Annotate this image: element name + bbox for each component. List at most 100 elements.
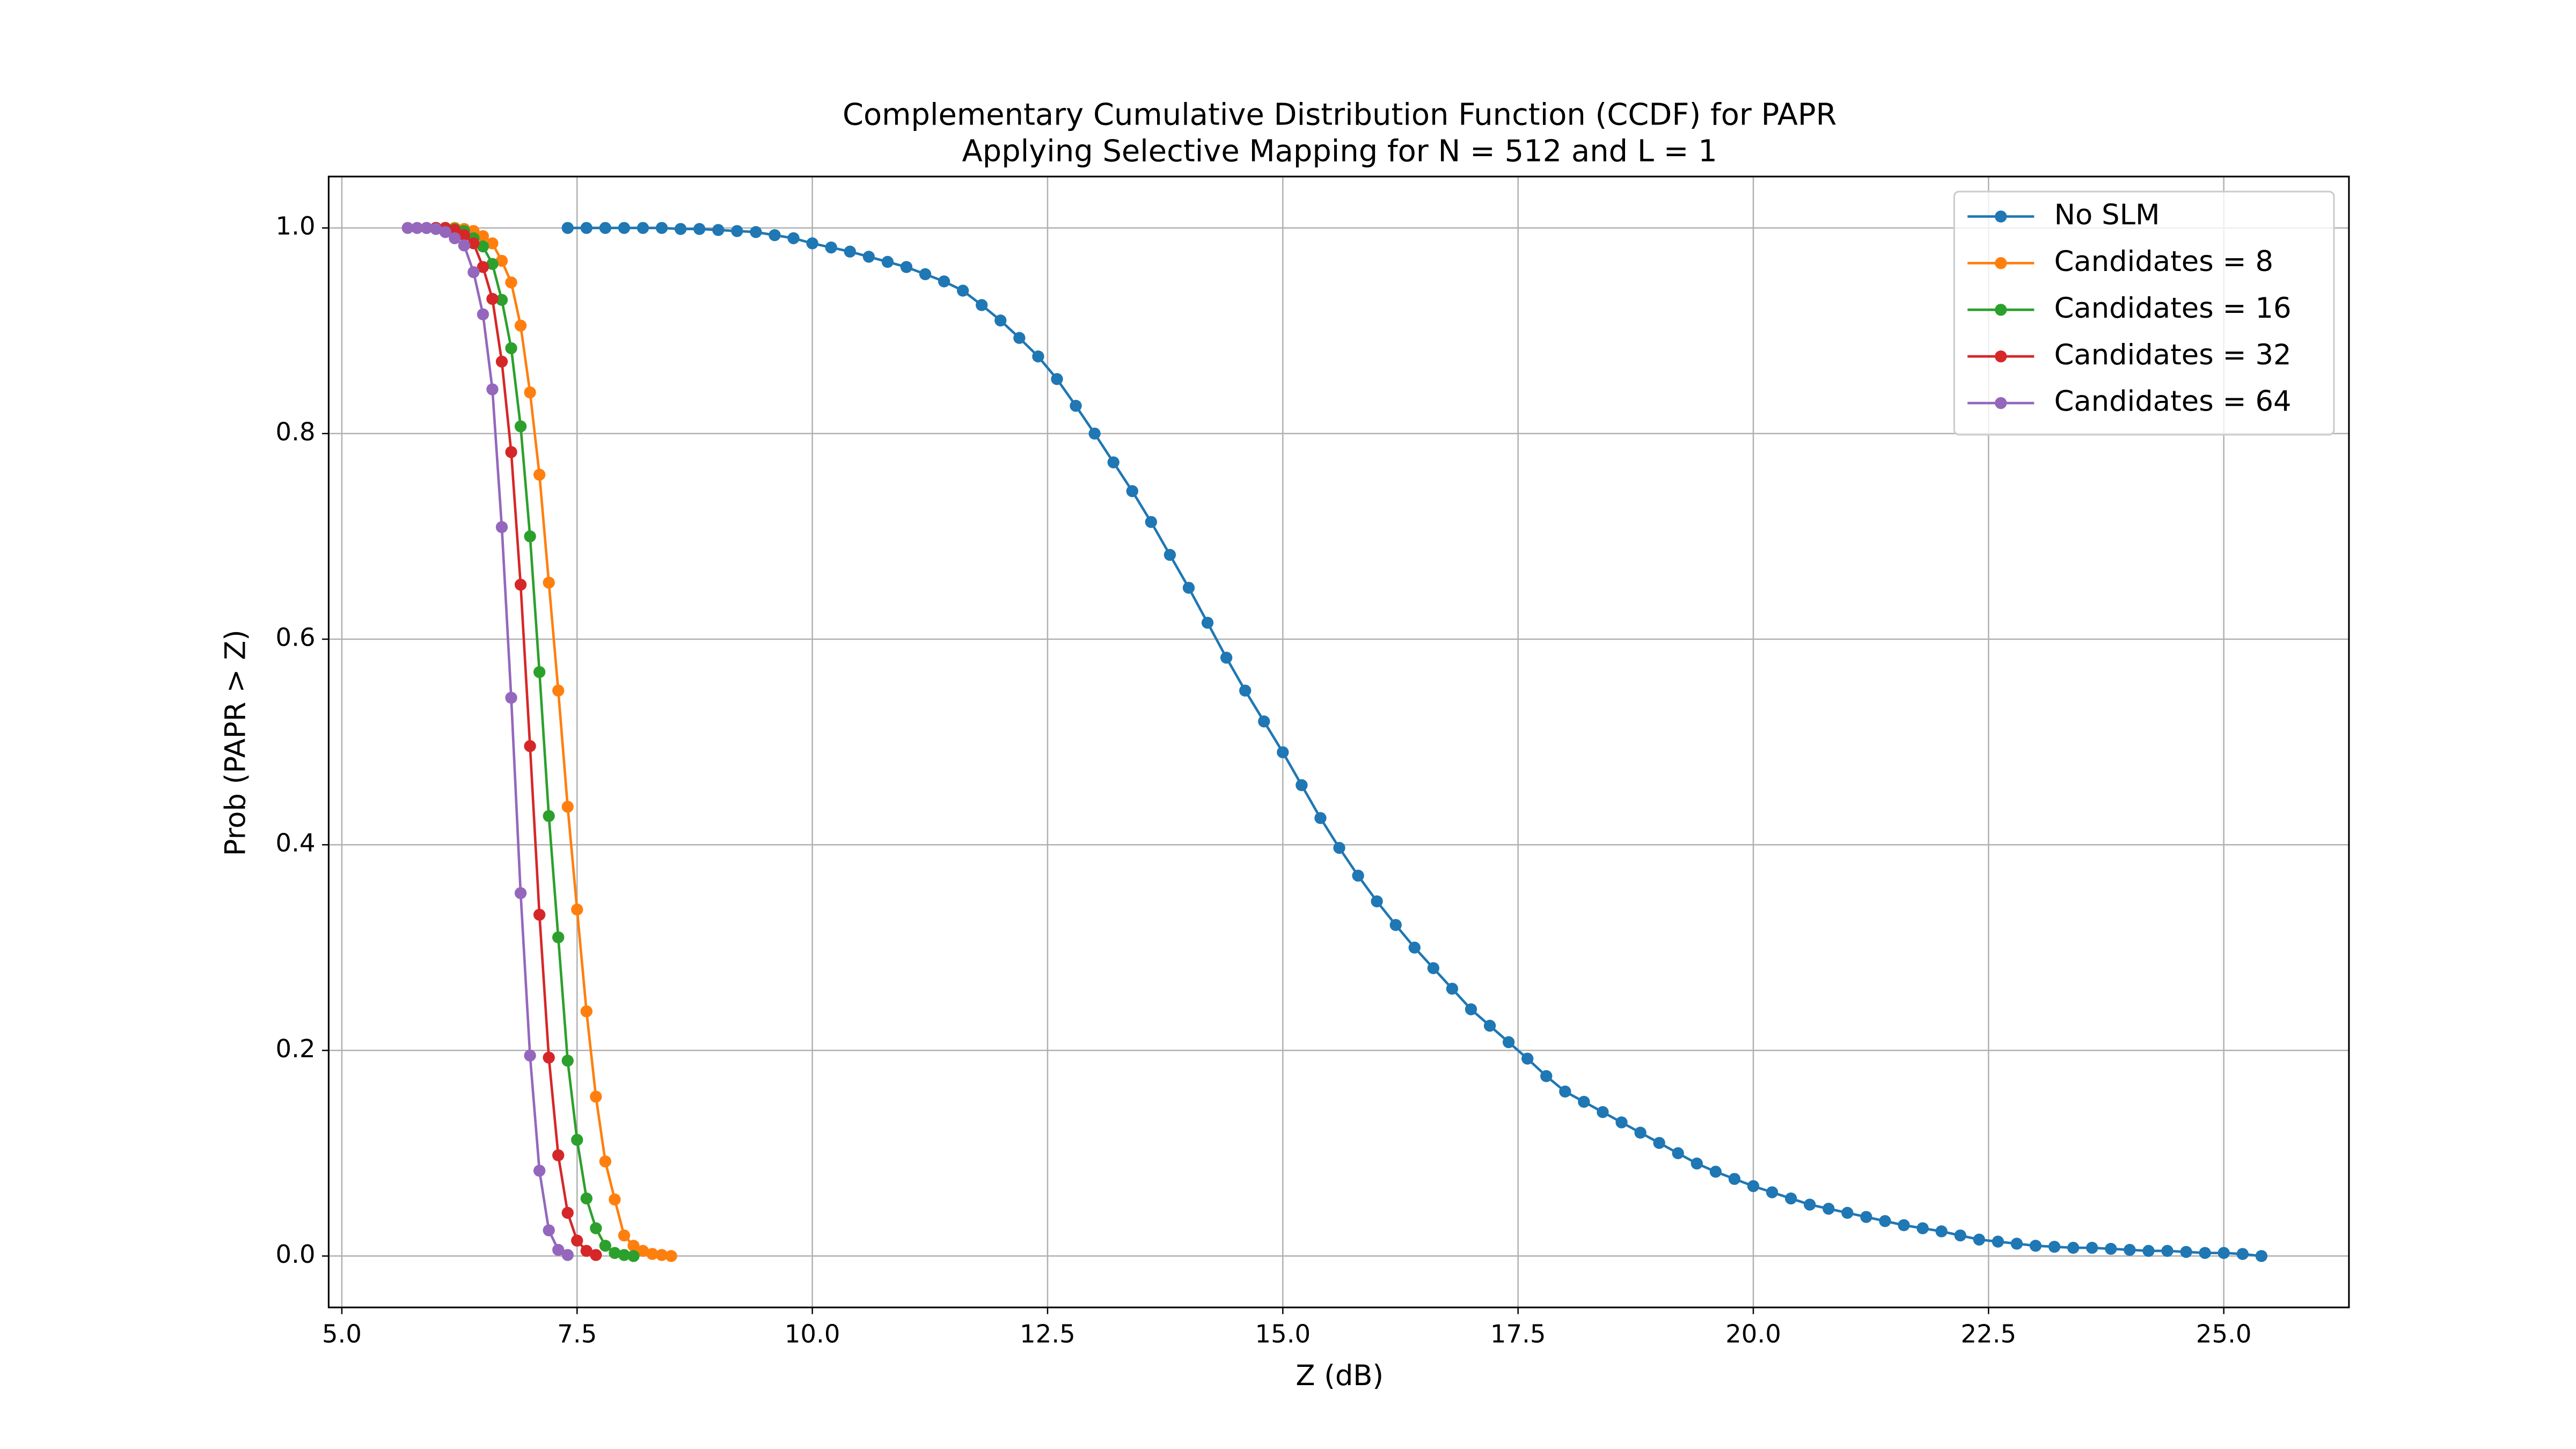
data-point bbox=[919, 268, 932, 281]
data-point bbox=[1690, 1157, 1703, 1170]
data-point bbox=[561, 1055, 574, 1067]
data-point bbox=[862, 251, 875, 263]
data-point bbox=[2142, 1245, 2155, 1257]
data-point bbox=[1013, 332, 1026, 344]
data-point bbox=[1163, 548, 1176, 561]
data-point bbox=[1653, 1137, 1665, 1149]
data-point bbox=[1502, 1036, 1515, 1049]
data-point bbox=[1709, 1166, 1722, 1178]
data-point bbox=[1107, 456, 1119, 469]
data-point bbox=[976, 299, 988, 311]
data-point bbox=[1540, 1070, 1553, 1082]
data-point bbox=[439, 226, 452, 238]
data-point bbox=[411, 222, 423, 234]
data-point bbox=[467, 266, 480, 279]
data-point bbox=[1804, 1198, 1816, 1211]
data-point bbox=[590, 1249, 602, 1261]
y-tick-label: 1.0 bbox=[276, 211, 316, 240]
x-tick-label: 7.5 bbox=[557, 1319, 597, 1348]
data-point bbox=[561, 1206, 574, 1219]
data-point bbox=[1465, 1003, 1477, 1015]
data-point bbox=[401, 222, 414, 234]
data-point bbox=[787, 232, 800, 245]
data-point bbox=[561, 1249, 574, 1261]
data-point bbox=[2124, 1243, 2136, 1256]
legend: No SLM Candidates = 8 Candidates = 16 Candi… bbox=[1953, 191, 2335, 436]
data-point bbox=[486, 237, 499, 250]
data-point bbox=[495, 521, 508, 533]
data-point bbox=[2236, 1248, 2249, 1260]
plot-frame bbox=[327, 175, 2350, 1308]
data-point bbox=[636, 1245, 649, 1257]
legend-marker bbox=[1995, 397, 2007, 409]
data-point bbox=[1427, 962, 1440, 975]
data-point bbox=[561, 801, 574, 813]
data-point bbox=[514, 887, 527, 899]
data-point bbox=[580, 1005, 593, 1018]
data-point bbox=[524, 740, 536, 752]
data-point bbox=[580, 222, 593, 234]
x-tick-label: 20.0 bbox=[1725, 1319, 1781, 1348]
data-point bbox=[599, 1155, 612, 1168]
data-point bbox=[1954, 1229, 1966, 1242]
x-tick-label: 5.0 bbox=[322, 1319, 362, 1348]
legend-marker bbox=[1995, 210, 2007, 223]
data-point bbox=[599, 1240, 612, 1252]
data-point bbox=[1446, 983, 1459, 995]
data-point bbox=[636, 222, 649, 234]
x-tick-label: 25.0 bbox=[2196, 1319, 2252, 1348]
data-point bbox=[495, 355, 508, 368]
legend-marker bbox=[1995, 304, 2007, 316]
data-point bbox=[524, 530, 536, 543]
data-point bbox=[2218, 1247, 2230, 1259]
data-point bbox=[2255, 1250, 2268, 1262]
data-point bbox=[1823, 1203, 1835, 1215]
data-point bbox=[2199, 1247, 2211, 1259]
data-point bbox=[1126, 485, 1138, 497]
data-point bbox=[1784, 1192, 1797, 1205]
data-point bbox=[430, 223, 442, 235]
data-point bbox=[957, 284, 969, 297]
data-point bbox=[1333, 841, 1345, 854]
data-point bbox=[994, 314, 1007, 327]
data-point bbox=[571, 1133, 583, 1146]
data-point bbox=[665, 1250, 677, 1262]
data-point bbox=[1371, 895, 1383, 908]
data-point bbox=[590, 1091, 602, 1103]
data-point bbox=[1088, 427, 1101, 440]
data-point bbox=[543, 1224, 555, 1236]
data-point bbox=[2086, 1241, 2098, 1254]
legend-marker bbox=[1995, 350, 2007, 363]
data-point bbox=[533, 666, 546, 678]
data-point bbox=[1747, 1180, 1760, 1192]
data-point bbox=[938, 275, 950, 288]
legend-box bbox=[1953, 191, 2335, 436]
data-point bbox=[2161, 1245, 2174, 1257]
data-point bbox=[524, 386, 536, 399]
data-point bbox=[655, 222, 668, 234]
data-point bbox=[825, 241, 837, 254]
data-point bbox=[881, 255, 894, 268]
data-point bbox=[1220, 652, 1233, 664]
series-line bbox=[426, 226, 597, 1256]
data-point bbox=[524, 1049, 536, 1062]
x-tick-label: 17.5 bbox=[1490, 1319, 1546, 1348]
data-point bbox=[1879, 1215, 1891, 1227]
data-point bbox=[552, 931, 565, 943]
data-point bbox=[580, 1245, 593, 1257]
data-point bbox=[552, 1149, 565, 1161]
y-tick-label: 0.4 bbox=[276, 829, 316, 858]
data-point bbox=[467, 237, 480, 250]
data-point bbox=[2048, 1241, 2061, 1253]
data-point bbox=[477, 230, 489, 243]
data-point bbox=[1483, 1020, 1496, 1032]
data-point bbox=[1615, 1116, 1628, 1129]
data-point bbox=[750, 226, 762, 238]
data-point bbox=[543, 810, 555, 822]
data-point bbox=[2067, 1241, 2080, 1254]
data-point bbox=[477, 240, 489, 253]
data-point bbox=[646, 1248, 658, 1260]
data-point bbox=[486, 383, 499, 396]
